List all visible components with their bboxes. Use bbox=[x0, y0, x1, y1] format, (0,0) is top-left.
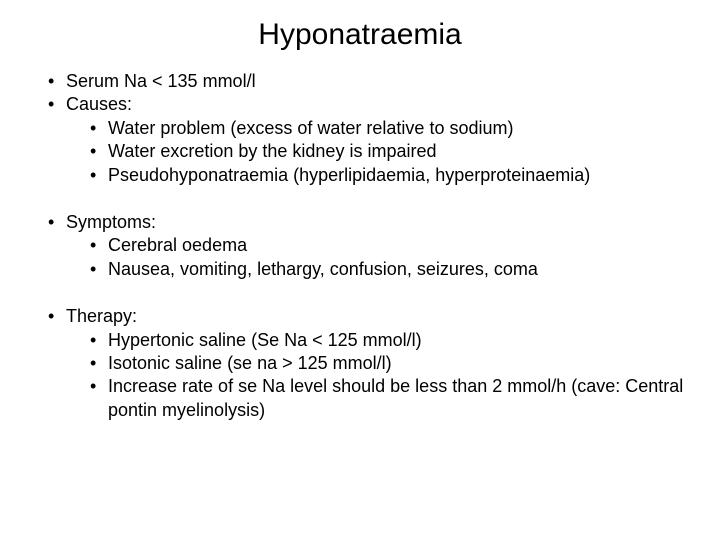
sub-bullet-text: Water problem (excess of water relative … bbox=[108, 118, 513, 138]
sub-bullet-text: Isotonic saline (se na > 125 mmol/l) bbox=[108, 353, 392, 373]
bullet-text: Symptoms: bbox=[66, 212, 156, 232]
sub-bullets: Hypertonic saline (Se Na < 125 mmol/l) I… bbox=[66, 329, 700, 423]
bullet-item: Serum Na < 135 mmol/l bbox=[48, 70, 700, 93]
sub-bullet-text: Increase rate of se Na level should be l… bbox=[108, 376, 683, 419]
sub-bullet-item: Water excretion by the kidney is impaire… bbox=[90, 140, 700, 163]
sub-bullet-item: Hypertonic saline (Se Na < 125 mmol/l) bbox=[90, 329, 700, 352]
section-gap bbox=[20, 281, 700, 305]
sub-bullet-text: Pseudohyponatraemia (hyperlipidaemia, hy… bbox=[108, 165, 590, 185]
slide: Hyponatraemia Serum Na < 135 mmol/l Caus… bbox=[0, 0, 720, 540]
sub-bullet-text: Cerebral oedema bbox=[108, 235, 247, 255]
bullet-item: Therapy: Hypertonic saline (Se Na < 125 … bbox=[48, 305, 700, 422]
bullet-text: Causes: bbox=[66, 94, 132, 114]
bullet-section-3: Therapy: Hypertonic saline (Se Na < 125 … bbox=[20, 305, 700, 422]
section-gap bbox=[20, 187, 700, 211]
sub-bullet-item: Water problem (excess of water relative … bbox=[90, 117, 700, 140]
bullet-text: Therapy: bbox=[66, 306, 137, 326]
sub-bullets: Cerebral oedema Nausea, vomiting, lethar… bbox=[66, 234, 700, 281]
bullet-item: Causes: Water problem (excess of water r… bbox=[48, 93, 700, 187]
bullet-section-2: Symptoms: Cerebral oedema Nausea, vomiti… bbox=[20, 211, 700, 281]
sub-bullet-item: Nausea, vomiting, lethargy, confusion, s… bbox=[90, 258, 700, 281]
sub-bullet-item: Pseudohyponatraemia (hyperlipidaemia, hy… bbox=[90, 164, 700, 187]
bullet-text: Serum Na < 135 mmol/l bbox=[66, 71, 256, 91]
slide-title: Hyponatraemia bbox=[20, 18, 700, 52]
bullet-item: Symptoms: Cerebral oedema Nausea, vomiti… bbox=[48, 211, 700, 281]
sub-bullet-text: Hypertonic saline (Se Na < 125 mmol/l) bbox=[108, 330, 422, 350]
bullet-section-1: Serum Na < 135 mmol/l Causes: Water prob… bbox=[20, 70, 700, 187]
sub-bullet-item: Increase rate of se Na level should be l… bbox=[90, 375, 700, 422]
sub-bullet-text: Water excretion by the kidney is impaire… bbox=[108, 141, 436, 161]
sub-bullet-item: Cerebral oedema bbox=[90, 234, 700, 257]
sub-bullets: Water problem (excess of water relative … bbox=[66, 117, 700, 187]
sub-bullet-text: Nausea, vomiting, lethargy, confusion, s… bbox=[108, 259, 538, 279]
sub-bullet-item: Isotonic saline (se na > 125 mmol/l) bbox=[90, 352, 700, 375]
